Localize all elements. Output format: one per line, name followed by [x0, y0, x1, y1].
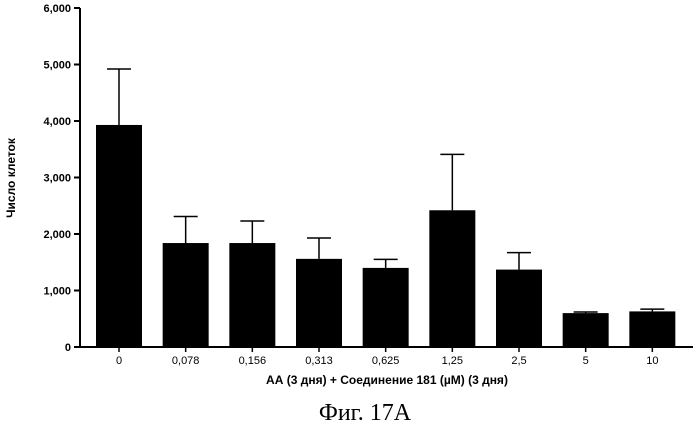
bar — [296, 258, 342, 347]
x-tick-label: 0 — [116, 355, 122, 367]
x-axis-title: АА (3 дня) + Соединение 181 (µM) (3 дня) — [266, 373, 508, 387]
y-tick-label: 1,000 — [43, 286, 71, 298]
y-tick-label: 5,000 — [43, 60, 71, 72]
bar — [629, 311, 676, 347]
y-axis: 0 1,000 2,000 3,000 4,000 5,000 6,000 — [43, 3, 81, 354]
x-tick-label: 0,078 — [172, 355, 200, 367]
y-axis-title: Число клеток — [4, 137, 18, 218]
x-tick-label: 2,5 — [511, 355, 526, 367]
x-tick-label: 0,313 — [305, 355, 333, 367]
y-tick-label: 2,000 — [43, 229, 71, 241]
y-tick-label: 3,000 — [43, 173, 71, 185]
bar — [429, 210, 476, 347]
bar — [96, 124, 142, 347]
x-tick-label: 10 — [646, 355, 658, 367]
x-tick-label: 5 — [583, 355, 589, 367]
y-tick-label: 6,000 — [43, 3, 71, 15]
y-tick-label: 4,000 — [43, 116, 71, 128]
x-axis: 0 0,078 0,156 0,313 0,625 1,25 2,5 5 10 — [80, 346, 693, 367]
y-tick-label: 0 — [65, 342, 71, 354]
bar — [362, 267, 409, 347]
error-bars-group — [107, 68, 665, 314]
bar — [229, 243, 276, 347]
bar — [562, 313, 609, 347]
x-tick-label: 0,625 — [372, 355, 400, 367]
x-tick-label: 0,156 — [239, 355, 267, 367]
bar — [496, 269, 542, 347]
bars-group — [96, 124, 676, 347]
x-tick-label: 1,25 — [442, 355, 463, 367]
bar — [162, 243, 209, 347]
figure-caption: Фиг. 17А — [319, 400, 412, 426]
